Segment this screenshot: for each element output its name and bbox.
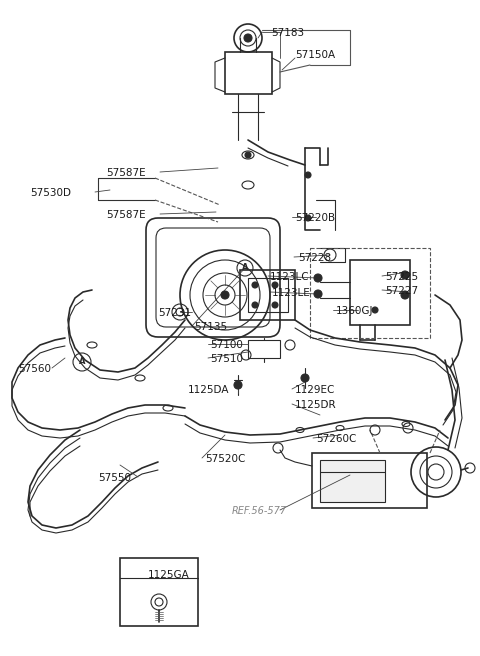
Text: 57560: 57560: [18, 364, 51, 374]
Text: 57225: 57225: [385, 272, 418, 282]
Circle shape: [272, 302, 278, 308]
Circle shape: [245, 152, 251, 158]
Text: 1123LC: 1123LC: [270, 272, 310, 282]
Bar: [312, 453, 427, 508]
Bar: [240, 270, 295, 320]
Text: 1125GA: 1125GA: [148, 570, 190, 580]
Text: 57510: 57510: [210, 354, 243, 364]
Circle shape: [252, 302, 258, 308]
Bar: [248, 340, 280, 358]
FancyBboxPatch shape: [156, 228, 270, 327]
Text: 57220B: 57220B: [295, 213, 335, 223]
Bar: [225, 52, 272, 94]
Circle shape: [252, 282, 258, 288]
Text: REF.56-577: REF.56-577: [232, 506, 287, 516]
Circle shape: [244, 34, 252, 42]
Text: 57135: 57135: [194, 322, 227, 332]
Text: 57183: 57183: [271, 28, 304, 38]
Text: 1125DR: 1125DR: [295, 400, 336, 410]
Circle shape: [401, 291, 409, 299]
Bar: [350, 260, 410, 325]
Text: 57150A: 57150A: [295, 50, 335, 60]
Text: 1125DA: 1125DA: [188, 385, 229, 395]
Text: 1129EC: 1129EC: [295, 385, 336, 395]
Text: 1360GJ: 1360GJ: [336, 306, 373, 316]
Circle shape: [401, 271, 409, 279]
Text: 57227: 57227: [385, 286, 418, 296]
Circle shape: [314, 274, 322, 282]
Circle shape: [372, 307, 378, 313]
Circle shape: [305, 172, 311, 178]
Text: 1123LE: 1123LE: [272, 288, 311, 298]
FancyBboxPatch shape: [146, 218, 280, 337]
Circle shape: [305, 215, 311, 221]
Text: A: A: [79, 358, 85, 367]
Bar: [310, 248, 430, 338]
Circle shape: [314, 290, 322, 298]
Text: 57228: 57228: [298, 253, 331, 263]
Circle shape: [272, 282, 278, 288]
Circle shape: [301, 374, 309, 382]
Text: 57587E: 57587E: [106, 210, 145, 220]
Text: 57550: 57550: [98, 473, 131, 483]
Text: 57100: 57100: [210, 340, 243, 350]
Circle shape: [221, 291, 229, 299]
Bar: [248, 278, 288, 312]
Text: 57530D: 57530D: [30, 188, 71, 198]
Text: 57587E: 57587E: [106, 168, 145, 178]
Text: 57260C: 57260C: [316, 434, 356, 444]
Bar: [320, 460, 385, 502]
Text: A: A: [242, 264, 248, 272]
Text: 57520C: 57520C: [205, 454, 245, 464]
Text: 57231: 57231: [158, 308, 191, 318]
Circle shape: [234, 381, 242, 389]
Bar: [120, 558, 198, 626]
